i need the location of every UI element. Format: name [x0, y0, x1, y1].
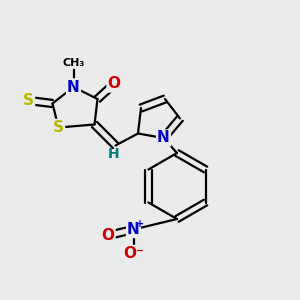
Text: N: N [157, 130, 170, 146]
Text: O: O [101, 228, 115, 243]
Text: S: S [53, 120, 64, 135]
Text: N: N [67, 80, 80, 94]
Text: CH₃: CH₃ [62, 58, 85, 68]
Text: +: + [136, 219, 144, 229]
Text: S: S [23, 93, 34, 108]
Text: O: O [107, 76, 121, 92]
Text: N: N [127, 222, 140, 237]
Text: O⁻: O⁻ [123, 246, 144, 261]
Text: H: H [108, 148, 120, 161]
